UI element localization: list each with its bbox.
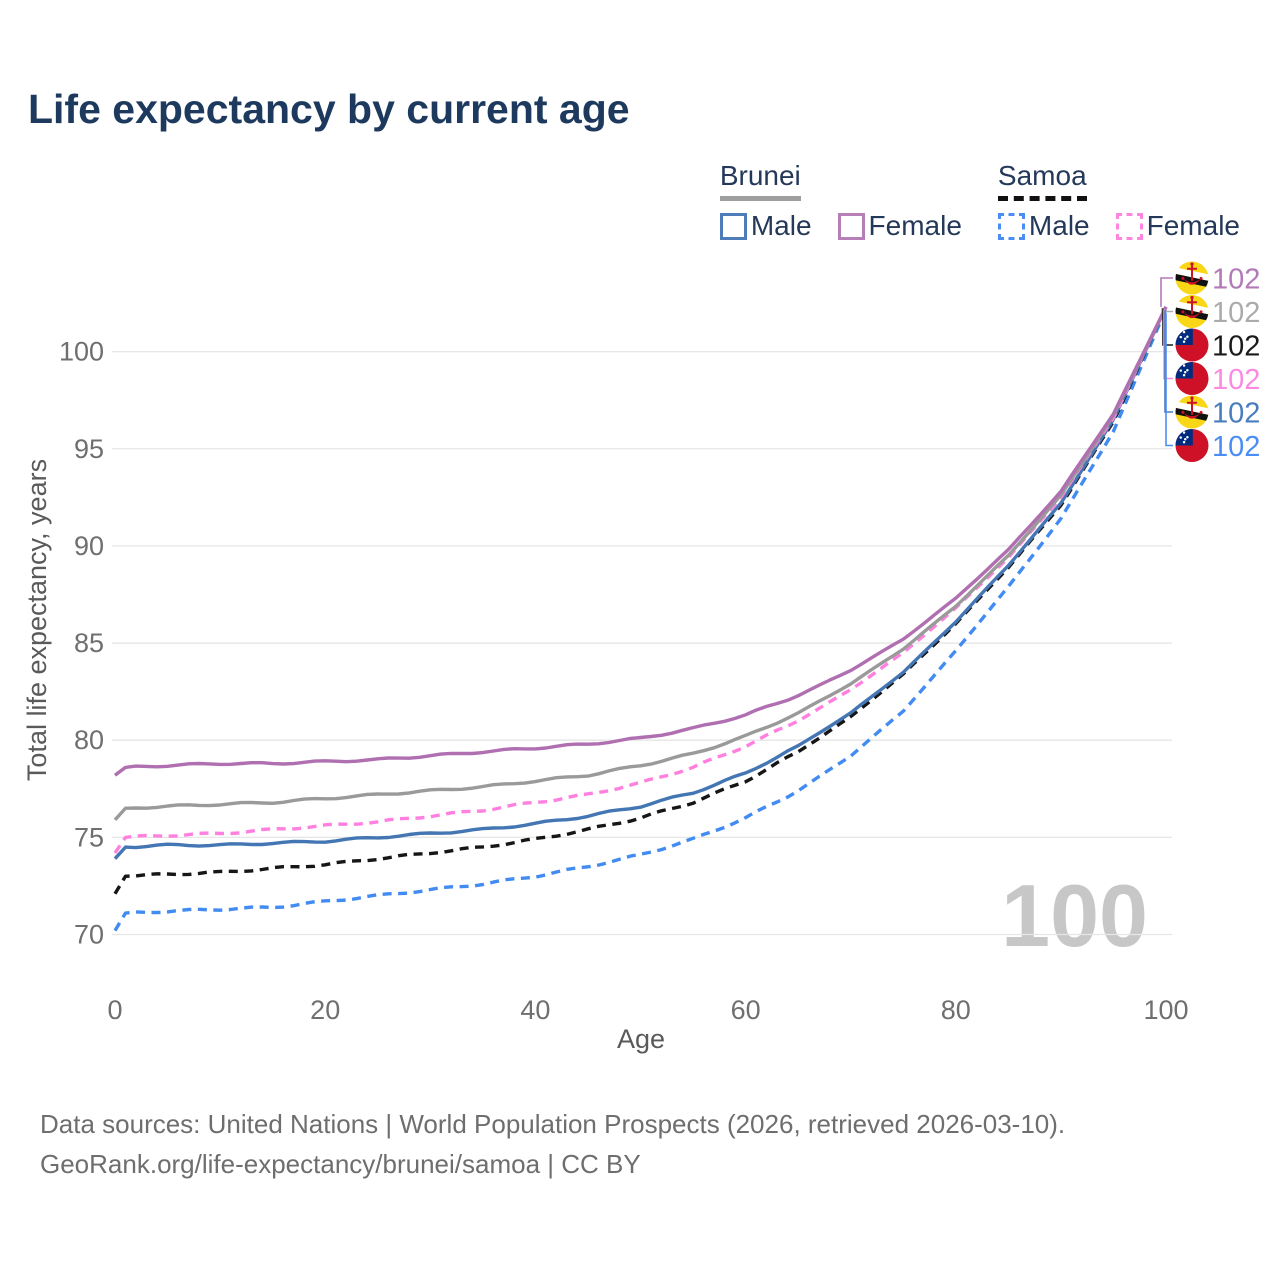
brunei-flag-icon — [1175, 395, 1209, 429]
samoa-flag-icon — [1175, 328, 1209, 362]
x-tick-label-60: 60 — [731, 995, 761, 1025]
y-tick-label-70: 70 — [74, 920, 104, 950]
y-axis-title: Total life expectancy, years — [22, 459, 52, 781]
gridlines-layer — [112, 350, 1172, 936]
x-axis-title: Age — [617, 1024, 665, 1054]
brunei-flag-icon — [1175, 295, 1209, 328]
y-tick-label-75: 75 — [74, 822, 104, 852]
y-tick-label-95: 95 — [74, 434, 104, 464]
legend-country-samoa[interactable]: Samoa — [997, 160, 1087, 201]
leader-line-samoa-male — [1165, 312, 1173, 447]
axes-layer: 70 75 80 85 90 95 100 0 20 40 60 80 100 — [59, 337, 1189, 1025]
legend-item-brunei-female[interactable]: Female — [837, 210, 962, 242]
series-line-samoa-female[interactable] — [113, 306, 1168, 854]
x-tick-label-0: 0 — [107, 995, 122, 1025]
leader-line-samoa — [1162, 308, 1173, 346]
leader-line-brunei-female — [1160, 277, 1173, 307]
series-line-brunei-male[interactable] — [113, 306, 1168, 860]
end-value-label-samoa-female: 102 — [1212, 364, 1260, 396]
end-value-label-brunei: 102 — [1212, 297, 1260, 329]
legend-item-samoa-male[interactable]: Male — [997, 210, 1090, 242]
series-line-samoa-male[interactable] — [113, 308, 1168, 932]
leader-line-brunei — [1161, 307, 1173, 313]
leader-line-brunei-male — [1164, 310, 1173, 413]
legend-label-brunei-male: Male — [750, 210, 812, 241]
footer: Data sources: United Nations | World Pop… — [40, 1104, 1065, 1185]
legend-items-samoa: Male Female — [997, 210, 1240, 242]
end-value-label-samoa: 102 — [1212, 330, 1260, 362]
page-title: Life expectancy by current age — [28, 86, 630, 132]
legend-label-samoa-female: Female — [1146, 210, 1240, 241]
legend-item-brunei-male[interactable]: Male — [719, 210, 812, 242]
y-tick-label-85: 85 — [74, 628, 104, 658]
legend-country-brunei[interactable]: Brunei — [719, 160, 801, 201]
samoa-flag-icon — [1175, 429, 1209, 462]
end-value-label-brunei-male: 102 — [1212, 397, 1260, 429]
brunei-female-line-swatch-icon — [837, 212, 865, 240]
samoa-female-line-swatch-icon — [1115, 212, 1143, 240]
brunei-male-line-swatch-icon — [719, 212, 747, 240]
legend: Brunei Male Female Samoa Male — [719, 160, 1240, 242]
x-tick-label-40: 40 — [520, 995, 550, 1025]
end-value-label-samoa-male: 102 — [1212, 431, 1260, 463]
brunei-flag-icon — [1175, 261, 1209, 295]
legend-label-brunei-female: Female — [868, 210, 962, 241]
legend-label-samoa-male: Male — [1028, 210, 1090, 241]
end-value-label-brunei-female: 102 — [1212, 263, 1260, 295]
samoa-male-line-swatch-icon — [997, 212, 1025, 240]
x-tick-label-20: 20 — [310, 995, 340, 1025]
attribution-line: GeoRank.org/life-expectancy/brunei/samoa… — [40, 1149, 641, 1180]
y-tick-label-100: 100 — [59, 337, 104, 367]
series-line-brunei-female[interactable] — [113, 306, 1168, 777]
legend-items-brunei: Male Female — [719, 210, 962, 242]
legend-item-samoa-female[interactable]: Female — [1115, 210, 1240, 242]
data-sources-line: Data sources: United Nations | World Pop… — [40, 1109, 1066, 1139]
samoa-flag-icon — [1175, 362, 1209, 395]
legend-group-samoa: Samoa Male Female — [997, 160, 1240, 242]
legend-group-brunei: Brunei Male Female — [719, 160, 962, 242]
x-tick-label-80: 80 — [941, 995, 971, 1025]
series-line-brunei[interactable] — [113, 306, 1168, 822]
x-tick-label-100: 100 — [1143, 995, 1188, 1025]
age-counter-watermark: 100 — [1001, 866, 1148, 965]
series-layer — [113, 306, 1168, 932]
y-tick-label-80: 80 — [74, 725, 104, 755]
y-tick-label-90: 90 — [74, 531, 104, 561]
leader-line-samoa-female — [1163, 309, 1173, 380]
